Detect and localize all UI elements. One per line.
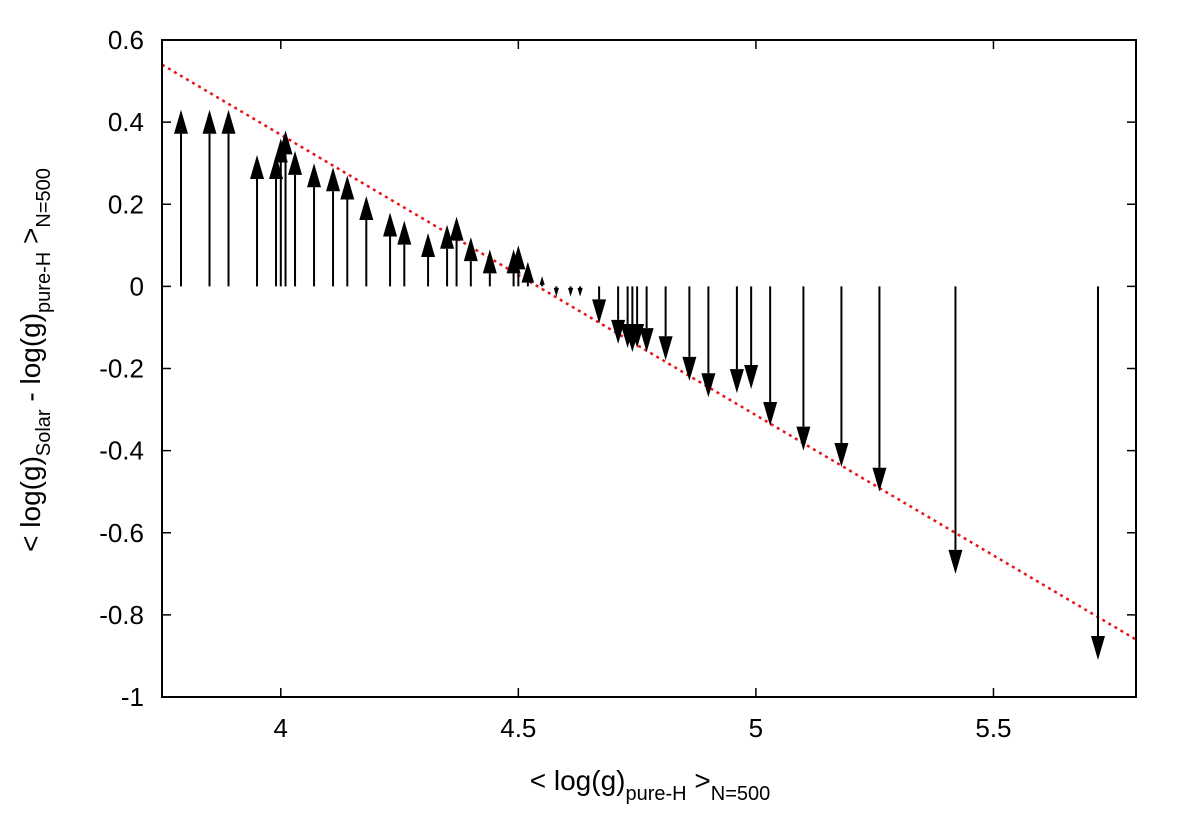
y-tick-label: -0.2 xyxy=(99,354,144,384)
arrow xyxy=(592,286,607,324)
arrow-head xyxy=(729,369,744,394)
arrow xyxy=(278,130,293,287)
arrow-head xyxy=(250,154,265,179)
arrow xyxy=(763,286,778,426)
arrow xyxy=(1090,286,1105,661)
arrow xyxy=(744,286,759,390)
arrow xyxy=(611,286,626,344)
y-tick-label: 0.4 xyxy=(108,107,144,137)
arrow xyxy=(567,286,574,297)
arrow xyxy=(449,216,464,287)
arrow-head xyxy=(872,467,887,492)
arrow xyxy=(383,212,398,287)
y-tick-label: -0.8 xyxy=(99,600,144,630)
arrow-head xyxy=(288,150,303,175)
arrow xyxy=(834,286,849,468)
plot-frame xyxy=(161,39,1137,698)
y-tick-label: -0.6 xyxy=(99,518,144,548)
arrow-head xyxy=(639,328,654,353)
y-tick-label: -0.4 xyxy=(99,436,144,466)
arrow-head xyxy=(397,220,412,245)
arrow-head xyxy=(359,196,374,221)
arrow-head xyxy=(278,130,293,155)
y-tick-label: -1 xyxy=(121,682,144,712)
arrow xyxy=(872,286,887,492)
arrow xyxy=(539,276,545,287)
arrow-head xyxy=(658,336,673,361)
arrow-head xyxy=(202,109,217,134)
x-tick-label: 4.5 xyxy=(500,713,536,743)
arrow-head xyxy=(307,163,322,188)
arrow xyxy=(463,237,478,287)
arrow xyxy=(553,286,559,297)
arrow-head xyxy=(521,261,535,283)
arrow xyxy=(221,109,236,287)
arrow xyxy=(307,163,322,287)
arrow xyxy=(288,150,303,287)
fit-line xyxy=(162,63,1136,641)
arrow-head xyxy=(553,287,559,297)
arrow xyxy=(440,224,455,287)
axes xyxy=(161,39,1137,698)
arrow-head xyxy=(174,109,189,134)
arrow xyxy=(421,232,436,287)
arrow-head xyxy=(948,549,963,574)
arrow-head xyxy=(1090,636,1105,661)
arrow-head xyxy=(421,232,436,257)
arrow xyxy=(658,286,673,361)
arrow xyxy=(202,109,217,287)
x-tick-label: 5.5 xyxy=(975,713,1011,743)
ticks: 4 4.5 5 5.5 0.6 0.4 0.2 0 -0.2 -0.4 -0.6 -0.8 -1 xyxy=(99,25,1136,743)
arrow xyxy=(577,286,583,297)
y-tick-label: 0.6 xyxy=(108,25,144,55)
arrow-head xyxy=(744,365,759,390)
arrow xyxy=(521,261,535,287)
y-tick-label: 0.2 xyxy=(108,189,144,219)
arrow-head xyxy=(592,299,607,324)
arrows-layer xyxy=(174,109,1105,661)
arrow-head xyxy=(326,167,341,192)
fit-line-layer xyxy=(162,63,1136,641)
arrow-head xyxy=(511,245,526,270)
arrow xyxy=(250,154,265,287)
arrow-head xyxy=(796,426,811,451)
arrow xyxy=(174,109,189,287)
arrow xyxy=(729,286,744,394)
arrow-head xyxy=(440,224,455,249)
arrow-head xyxy=(577,287,583,297)
arrow xyxy=(796,286,811,451)
arrow xyxy=(511,245,526,287)
arrow xyxy=(948,286,963,574)
arrow xyxy=(701,286,716,398)
arrow-head xyxy=(463,237,478,262)
arrow-head xyxy=(221,109,236,134)
arrow xyxy=(639,286,654,353)
arrow xyxy=(340,175,355,287)
arrow-head xyxy=(449,216,464,241)
x-tick-label: 4 xyxy=(274,713,288,743)
arrow-head xyxy=(682,356,697,381)
arrow-head xyxy=(701,373,716,398)
arrow xyxy=(326,167,341,287)
x-tick-label: 5 xyxy=(749,713,763,743)
arrow xyxy=(682,286,697,381)
arrow xyxy=(397,220,412,287)
x-axis-label: < log(g)pure-H >N=500 xyxy=(530,765,771,805)
arrow-head xyxy=(763,401,778,426)
arrow xyxy=(482,249,497,287)
arrow-head xyxy=(539,276,545,285)
y-axis-label: < log(g)Solar - log(g)pure-H >N=500 xyxy=(15,168,55,552)
arrow xyxy=(269,154,284,287)
arrow-head xyxy=(269,154,284,179)
arrow-head xyxy=(383,212,398,237)
arrow-head xyxy=(834,443,849,468)
y-tick-label: 0 xyxy=(130,271,144,301)
arrow xyxy=(359,196,374,287)
arrow-head xyxy=(567,287,574,297)
arrow-head xyxy=(482,249,497,274)
arrow-head xyxy=(340,175,355,200)
